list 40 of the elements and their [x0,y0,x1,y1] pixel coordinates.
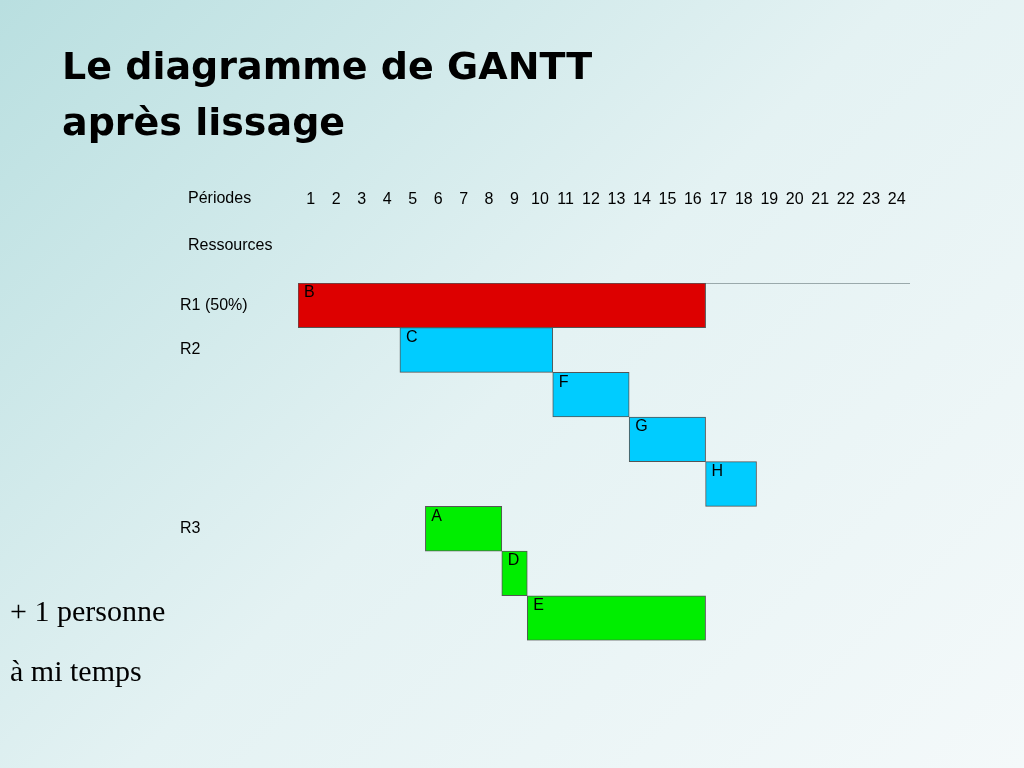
x-tick-label: 20 [785,189,804,207]
chart-title: Le diagramme de GANTT après lissage [62,43,594,146]
y-tick-label: R3 [180,519,201,537]
x-tick-label: 2 [331,189,341,207]
x-tick-label: 8 [484,189,494,207]
x-tick-label: 23 [862,189,881,207]
x-tick-label: 17 [709,189,728,207]
data-label: A [431,506,443,524]
data-label: C [405,328,418,346]
data-label: G [635,417,648,435]
data-label: F [558,372,569,390]
data-label: H [711,462,724,480]
x-tick-label: 21 [811,189,830,207]
x-tick-label: 19 [760,189,779,207]
x-tick-label: 12 [582,189,600,207]
x-tick-label: 1 [306,189,316,207]
x-tick-label: 7 [459,189,469,207]
x-tick-label: 16 [683,189,702,207]
y-tick-label: R1 (50%) [180,295,248,313]
x-tick-label: 5 [408,189,418,207]
y-axis-title: Ressources [188,236,273,254]
x-tick-label: 4 [382,189,392,207]
data-label: D [507,551,520,569]
x-tick-label: 11 [557,189,574,207]
x-tick-label: 6 [433,189,443,207]
x-tick-label: 18 [734,189,753,207]
y-tick-label: R2 [180,340,201,358]
x-tick-label: 3 [357,189,367,207]
data-label: E [533,596,544,614]
x-tick-label: 15 [658,189,677,207]
text: à mi temps [10,654,142,688]
x-tick-label: 22 [836,189,855,207]
data-label: B [304,283,315,301]
x-tick-label: 24 [887,189,906,207]
text: + 1 personne [10,594,166,628]
x-tick-label: 13 [607,189,626,207]
x-axis-title: Périodes [188,189,252,207]
x-tick-label: 10 [531,189,549,207]
x-tick-label: 9 [510,189,520,207]
x-tick-label: 14 [633,189,651,207]
